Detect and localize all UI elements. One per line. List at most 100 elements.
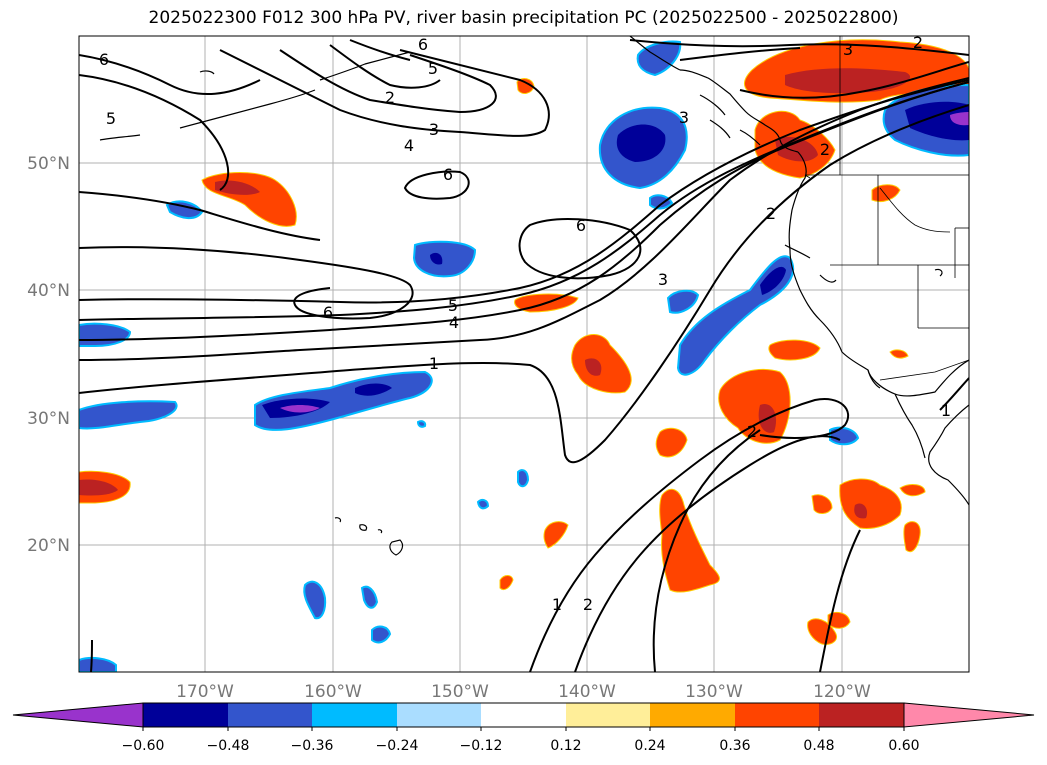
contour-label: 4 — [404, 136, 414, 155]
positive-precip-region — [571, 334, 632, 394]
colorbar: −0.60 −0.48 −0.36 −0.24 −0.12 0.12 0.24 … — [12, 702, 1035, 754]
positive-precip-regions — [79, 39, 969, 645]
positive-precip-region — [827, 611, 851, 629]
negative-precip-core — [616, 124, 666, 162]
colorbar-tick-label: 0.36 — [719, 738, 750, 754]
contour-label: 2 — [747, 422, 757, 441]
contour-label: 2 — [820, 140, 830, 159]
lon-label: 170°W — [176, 682, 234, 702]
lon-label: 120°W — [813, 682, 871, 702]
map-title: 2025022300 F012 300 hPa PV, river basin … — [148, 8, 899, 28]
positive-precip-region — [655, 427, 688, 458]
contour-label: 6 — [99, 50, 109, 69]
negative-precip-core2 — [280, 405, 320, 413]
negative-precip-core — [760, 266, 786, 295]
contour-label: 5 — [448, 296, 458, 315]
contour-label: 2 — [913, 33, 923, 52]
positive-precip-core — [585, 358, 602, 376]
colorbar-tick-label: −0.36 — [291, 738, 334, 754]
colorbar-tick-label: −0.12 — [460, 738, 503, 754]
negative-precip-core — [355, 383, 392, 396]
lon-label: 130°W — [685, 682, 743, 702]
political-borders — [804, 36, 969, 381]
negative-precip-region — [371, 625, 392, 644]
colorbar-upper-extend — [903, 702, 1035, 728]
colorbar-segment — [566, 703, 650, 727]
positive-precip-region — [903, 521, 921, 553]
colorbar-tick-label: 0.48 — [803, 738, 834, 754]
colorbar-tick-label: 0.60 — [888, 738, 919, 754]
negative-precip-core — [430, 252, 443, 265]
contour-label: 1 — [552, 595, 562, 614]
contour-label: 3 — [658, 270, 668, 289]
contour-label: 4 — [449, 313, 459, 332]
contour-label: 5 — [428, 59, 438, 78]
map-frame — [78, 35, 970, 673]
contour-label: 1 — [941, 401, 951, 420]
lat-label: 20°N — [27, 536, 70, 556]
colorbar-segment — [143, 703, 228, 727]
lon-label: 140°W — [558, 682, 616, 702]
contour-label: 3 — [843, 40, 853, 59]
contour-label: 6 — [323, 303, 333, 322]
colorbar-tick-label: 0.12 — [550, 738, 581, 754]
contour-label: 2 — [766, 204, 776, 223]
lon-label: 160°W — [304, 682, 362, 702]
negative-precip-region — [360, 585, 379, 609]
positive-precip-region — [543, 521, 569, 549]
positive-precip-core — [785, 68, 911, 94]
negative-precip-region — [649, 194, 674, 210]
positive-precip-region — [899, 484, 926, 497]
colorbar-segment — [819, 703, 904, 727]
negative-precip-region — [829, 426, 860, 446]
lat-label: 30°N — [27, 409, 70, 429]
negative-precip-region — [476, 498, 490, 510]
negative-precip-core2 — [950, 112, 969, 126]
negative-precip-region — [79, 656, 117, 672]
contour-label: 6 — [576, 216, 586, 235]
positive-precip-region — [839, 478, 902, 529]
negative-precip-region — [165, 200, 204, 219]
positive-precip-region — [499, 575, 514, 591]
positive-precip-core — [854, 503, 868, 519]
positive-precip-region — [516, 78, 535, 94]
colorbar-segment — [228, 703, 312, 727]
contour-label: 5 — [106, 109, 116, 128]
colorbar-tick-label: 0.24 — [634, 738, 665, 754]
contour-label: 6 — [418, 35, 428, 54]
pv-contours — [79, 39, 969, 672]
latitude-labels: 50°N 40°N 30°N 20°N — [27, 154, 70, 556]
colorbar-tick-label: −0.24 — [376, 738, 419, 754]
negative-precip-region — [79, 400, 178, 430]
contour-label: 2 — [385, 88, 395, 107]
colorbar-tick-label: −0.60 — [122, 738, 165, 754]
negative-precip-region — [412, 240, 477, 278]
colorbar-segment — [735, 703, 819, 727]
lat-label: 40°N — [27, 281, 70, 301]
colorbar-segment — [312, 703, 397, 727]
positive-precip-region — [811, 494, 833, 514]
colorbar-segment — [650, 703, 735, 727]
positive-precip-region — [768, 339, 821, 361]
contour-label: 3 — [679, 108, 689, 127]
gridlines — [79, 36, 969, 672]
positive-precip-region — [889, 349, 909, 359]
negative-precip-region — [517, 469, 530, 488]
colorbar-lower-extend — [12, 702, 144, 728]
lat-label: 50°N — [27, 154, 70, 174]
positive-precip-region — [659, 488, 720, 593]
negative-precip-region — [416, 420, 427, 428]
negative-precip-region — [303, 580, 327, 620]
colorbar-tick-label: −0.48 — [207, 738, 250, 754]
colorbar-segment — [481, 703, 566, 727]
positive-precip-core — [775, 136, 818, 162]
contour-label: 6 — [443, 165, 453, 184]
contour-label: 1 — [429, 354, 439, 373]
positive-precip-core — [79, 479, 118, 496]
longitude-labels: 170°W 160°W 150°W 140°W 130°W 120°W — [176, 682, 871, 702]
contour-label: 2 — [583, 595, 593, 614]
negative-precip-region — [666, 289, 700, 314]
negative-precip-core — [905, 101, 969, 141]
colorbar-segment — [397, 703, 481, 727]
